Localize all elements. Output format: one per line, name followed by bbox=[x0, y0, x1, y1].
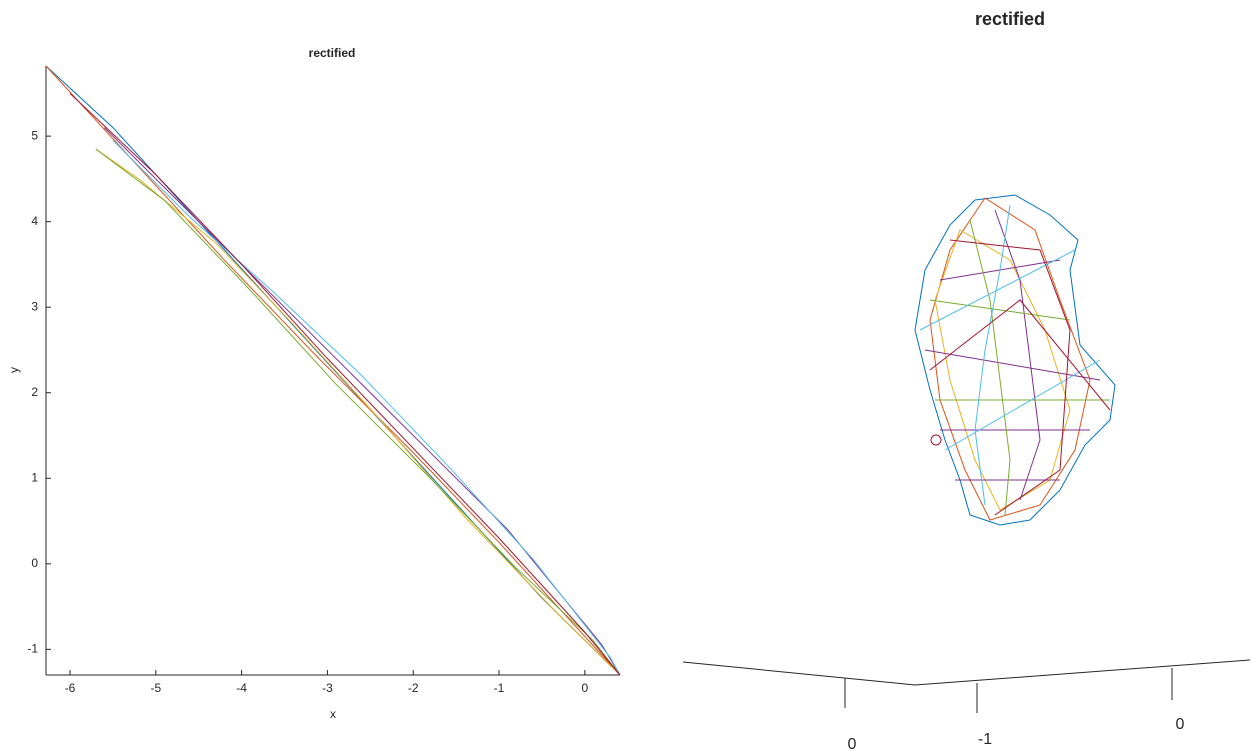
y-tick-label: 3 bbox=[31, 299, 38, 313]
y-tick-label: -1 bbox=[27, 642, 38, 656]
axis-tick-label: -1 bbox=[978, 731, 992, 748]
x-tick-label: -3 bbox=[322, 681, 333, 695]
chart-title: rectified bbox=[309, 46, 356, 60]
axis-tick-label: 0 bbox=[1176, 716, 1185, 733]
y-tick-label: 0 bbox=[31, 556, 38, 570]
data-line bbox=[46, 66, 620, 675]
y-tick-label: 2 bbox=[31, 385, 38, 399]
y-tick-label: 1 bbox=[31, 470, 38, 484]
x-tick-label: -6 bbox=[65, 681, 76, 695]
x-tick-label: -2 bbox=[408, 681, 419, 695]
x-tick-label: -5 bbox=[150, 681, 161, 695]
y-axis-label: y bbox=[7, 367, 21, 373]
x-tick-label: -4 bbox=[236, 681, 247, 695]
data-line bbox=[96, 149, 620, 675]
data-line bbox=[46, 66, 620, 675]
wireframe-surface bbox=[915, 195, 1115, 525]
x-tick-label: 0 bbox=[581, 681, 588, 695]
figure: rectified x y rectified -6 -5 -4 -3 -2 -1 0 -1 0… bbox=[0, 0, 1252, 751]
x-tick-label: -1 bbox=[494, 681, 505, 695]
y-tick-label: 4 bbox=[31, 214, 38, 228]
y-tick-label: 5 bbox=[31, 128, 38, 142]
axes-3d bbox=[683, 660, 1250, 685]
chart-title: rectified bbox=[975, 9, 1045, 29]
axis-tick-label: 0 bbox=[848, 736, 857, 751]
x-axis-label: x bbox=[330, 707, 336, 721]
